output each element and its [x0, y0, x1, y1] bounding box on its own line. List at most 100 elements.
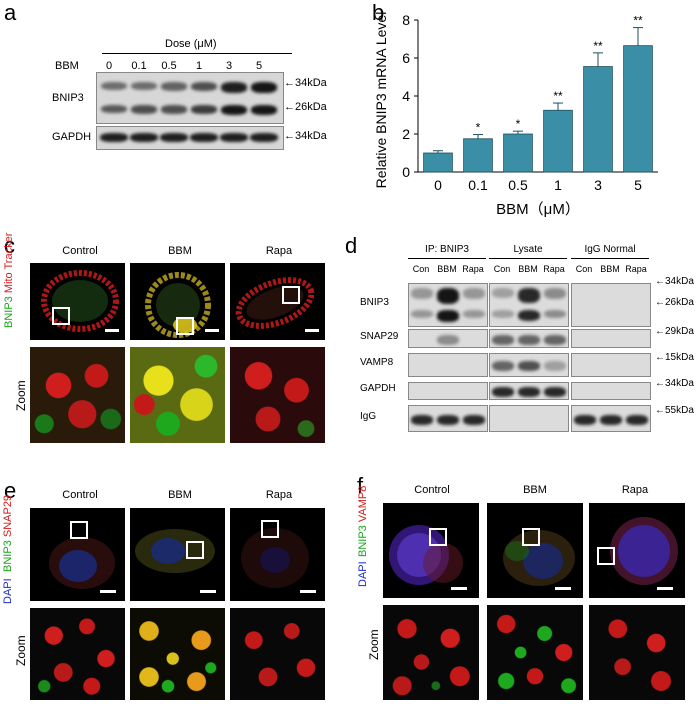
band: [600, 414, 622, 425]
lane-label: BBM: [437, 264, 457, 274]
micro-e-bbm: [130, 508, 225, 601]
band: [544, 288, 566, 300]
column-e-rapa: Rapa: [265, 489, 293, 501]
band-gapdh: [160, 133, 188, 142]
panel-f-label: f: [357, 473, 364, 498]
ip-blot-cell: [489, 283, 569, 327]
band: [492, 310, 514, 318]
roi-box-f-control: [429, 528, 447, 546]
band-bnip3-lower: [191, 105, 217, 114]
band-bnip3-lower: [251, 105, 277, 115]
band: [544, 361, 566, 371]
significance-marker: **: [633, 14, 643, 28]
lane-label: BBM: [600, 264, 620, 274]
significance-marker: *: [476, 121, 481, 135]
zoom-f-control: [383, 605, 479, 700]
marker-a-34kda: ←34kDa: [284, 77, 327, 89]
panel-b-label: b: [372, 0, 385, 25]
y-axis-title: Relative BNIP3 mRNA Level: [373, 12, 389, 189]
ip-blot-cell: [571, 283, 651, 327]
stain-c-green: BNIP3: [3, 296, 15, 328]
column-e-control: Control: [62, 489, 98, 501]
ip-blot-cell: [571, 382, 651, 400]
band: [518, 387, 540, 397]
roi-box-c-bbm: [176, 317, 194, 335]
band-bnip3-upper: [131, 82, 157, 91]
x-tick-label: 0.1: [468, 177, 488, 193]
band: [544, 334, 566, 345]
bar: [503, 133, 533, 173]
group-header-line: [571, 258, 649, 259]
stain-f-red: VAMP8: [357, 485, 369, 523]
band-bnip3-lower: [131, 105, 157, 114]
panel-e-label: e: [4, 478, 17, 503]
roi-box-e-rapa: [261, 520, 279, 538]
column-c-control: Control: [62, 245, 98, 257]
band: [437, 310, 459, 322]
bar: [583, 66, 613, 173]
ip-marker: ←34kDa: [655, 378, 694, 389]
x-tick-label: 0.5: [508, 177, 528, 193]
scale-bar-c-bbm: [205, 329, 219, 332]
band: [492, 334, 514, 345]
ip-marker: ←34kDa: [655, 276, 694, 287]
zoom-e-rapa: [230, 608, 325, 700]
zoom-c-rapa: [230, 347, 325, 443]
band-gapdh: [250, 133, 278, 142]
lane-label: Con: [493, 264, 511, 274]
micro-c-control: [30, 263, 125, 340]
ip-blot-cell: [571, 329, 651, 348]
lane-label: Rapa: [543, 264, 565, 274]
bbm-row-label: BBM: [55, 60, 79, 72]
micro-c-rapa: [230, 263, 325, 340]
bar: [543, 109, 573, 173]
panel-a-label: a: [4, 0, 17, 25]
band-gapdh: [190, 133, 218, 142]
band-gapdh: [130, 133, 158, 142]
dose-label: 0: [105, 60, 113, 72]
bnip3-mrna-chart: 0 2 4 6 8 0 * 0.1 * 0.5 ** 1 ** 3 ** 5 BBM（μM） Relative B…: [373, 12, 658, 218]
lane-label: Con: [412, 264, 430, 274]
panel-d-label: d: [345, 233, 358, 258]
micro-f-control: [383, 503, 479, 598]
zoom-f-rapa: [589, 605, 685, 700]
column-f-bbm: BBM: [523, 484, 547, 496]
band-bnip3-upper: [101, 82, 127, 91]
ip-blot-cell: [408, 405, 488, 432]
dose-label: 1: [195, 60, 203, 72]
lane-label: Rapa: [462, 264, 484, 274]
band-bnip3-upper: [191, 82, 217, 92]
band: [463, 288, 485, 299]
y-tick-label: 4: [402, 88, 410, 104]
zoom-c-label: Zoom: [14, 380, 28, 411]
band: [437, 334, 459, 345]
micro-e-control: [30, 508, 125, 601]
row-label: GAPDH: [360, 383, 396, 394]
scale-bar-e-control: [100, 590, 116, 593]
stain-e-red: SNAP29: [2, 494, 14, 538]
dose-label: 0.1: [131, 60, 147, 72]
band: [518, 334, 540, 345]
scale-bar-c-rapa: [305, 329, 319, 332]
band: [411, 414, 433, 425]
band-bnip3-upper: [221, 82, 247, 93]
ip-blot-cell: [571, 405, 651, 432]
significance-marker: **: [593, 39, 603, 53]
zoom-e-bbm: [130, 608, 225, 700]
zoom-e-label: Zoom: [14, 635, 28, 666]
bnip3-row-label: BNIP3: [52, 92, 84, 104]
blot-a-gapdh: [96, 126, 284, 150]
band: [544, 387, 566, 397]
scale-bar-e-rapa: [300, 590, 316, 593]
stain-f-blue: DAPI: [357, 561, 369, 587]
stain-f-green: BNIP3: [357, 525, 369, 557]
roi-box-e-bbm: [186, 541, 204, 559]
group-header: Lysate: [513, 244, 543, 255]
band: [411, 310, 433, 319]
stain-e-blue: DAPI: [2, 578, 14, 604]
band: [492, 387, 514, 397]
band: [518, 288, 540, 304]
significance-marker: **: [553, 89, 563, 103]
column-f-rapa: Rapa: [621, 484, 649, 496]
group-header: IP: BNIP3: [425, 244, 469, 255]
